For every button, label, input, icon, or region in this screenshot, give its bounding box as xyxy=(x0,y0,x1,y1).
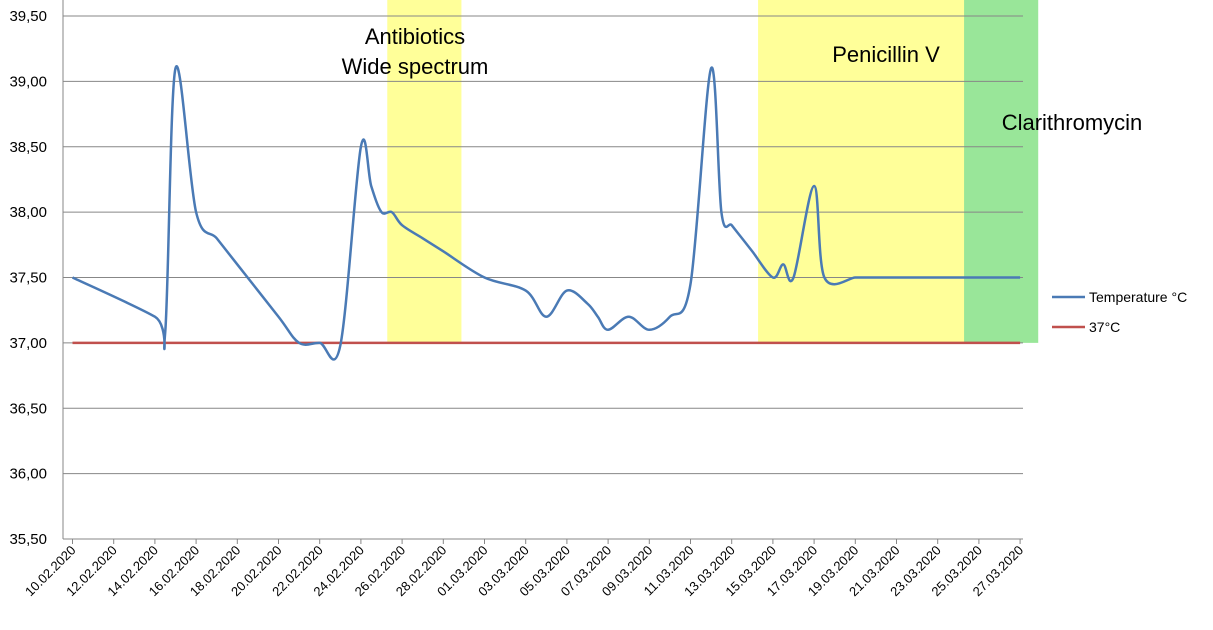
series-lines xyxy=(71,65,1021,361)
axes xyxy=(62,0,1023,540)
band-1 xyxy=(758,0,998,343)
band-label-1-0: Penicillin V xyxy=(832,42,940,67)
y-tick-label: 39,00 xyxy=(9,73,47,90)
y-axis-ticks: 35,50 36,00 36,50 37,00 37,50 38,00 38,50 39,00… xyxy=(9,8,47,548)
band-label-0-0: Antibiotics xyxy=(365,24,465,49)
band-2 xyxy=(964,0,1039,343)
x-axis-ticks: 10.02.202012.02.202014.02.202016.02.2020… xyxy=(22,539,1026,599)
y-tick-label: 36,50 xyxy=(9,400,47,417)
y-tick-label: 38,00 xyxy=(9,204,47,221)
y-tick-label: 39,50 xyxy=(9,8,47,25)
band-label-2-0: Clarithromycin xyxy=(1002,110,1143,135)
treatment-bands xyxy=(387,0,1039,343)
legend: Temperature °C 37°C xyxy=(1052,289,1187,335)
legend-label: Temperature °C xyxy=(1089,289,1187,305)
y-tick-label: 38,50 xyxy=(9,139,47,156)
y-tick-label: 35,50 xyxy=(9,531,47,548)
band-labels: Antibiotics Wide spectrum Penicillin V Clar… xyxy=(342,24,1143,135)
y-tick-label: 37,00 xyxy=(9,335,47,352)
band-0 xyxy=(387,0,462,343)
legend-label: 37°C xyxy=(1089,319,1120,335)
band-label-0-1: Wide spectrum xyxy=(342,54,489,79)
y-tick-label: 37,50 xyxy=(9,270,47,287)
y-tick-label: 36,00 xyxy=(9,466,47,483)
temperature-line xyxy=(71,65,1021,361)
